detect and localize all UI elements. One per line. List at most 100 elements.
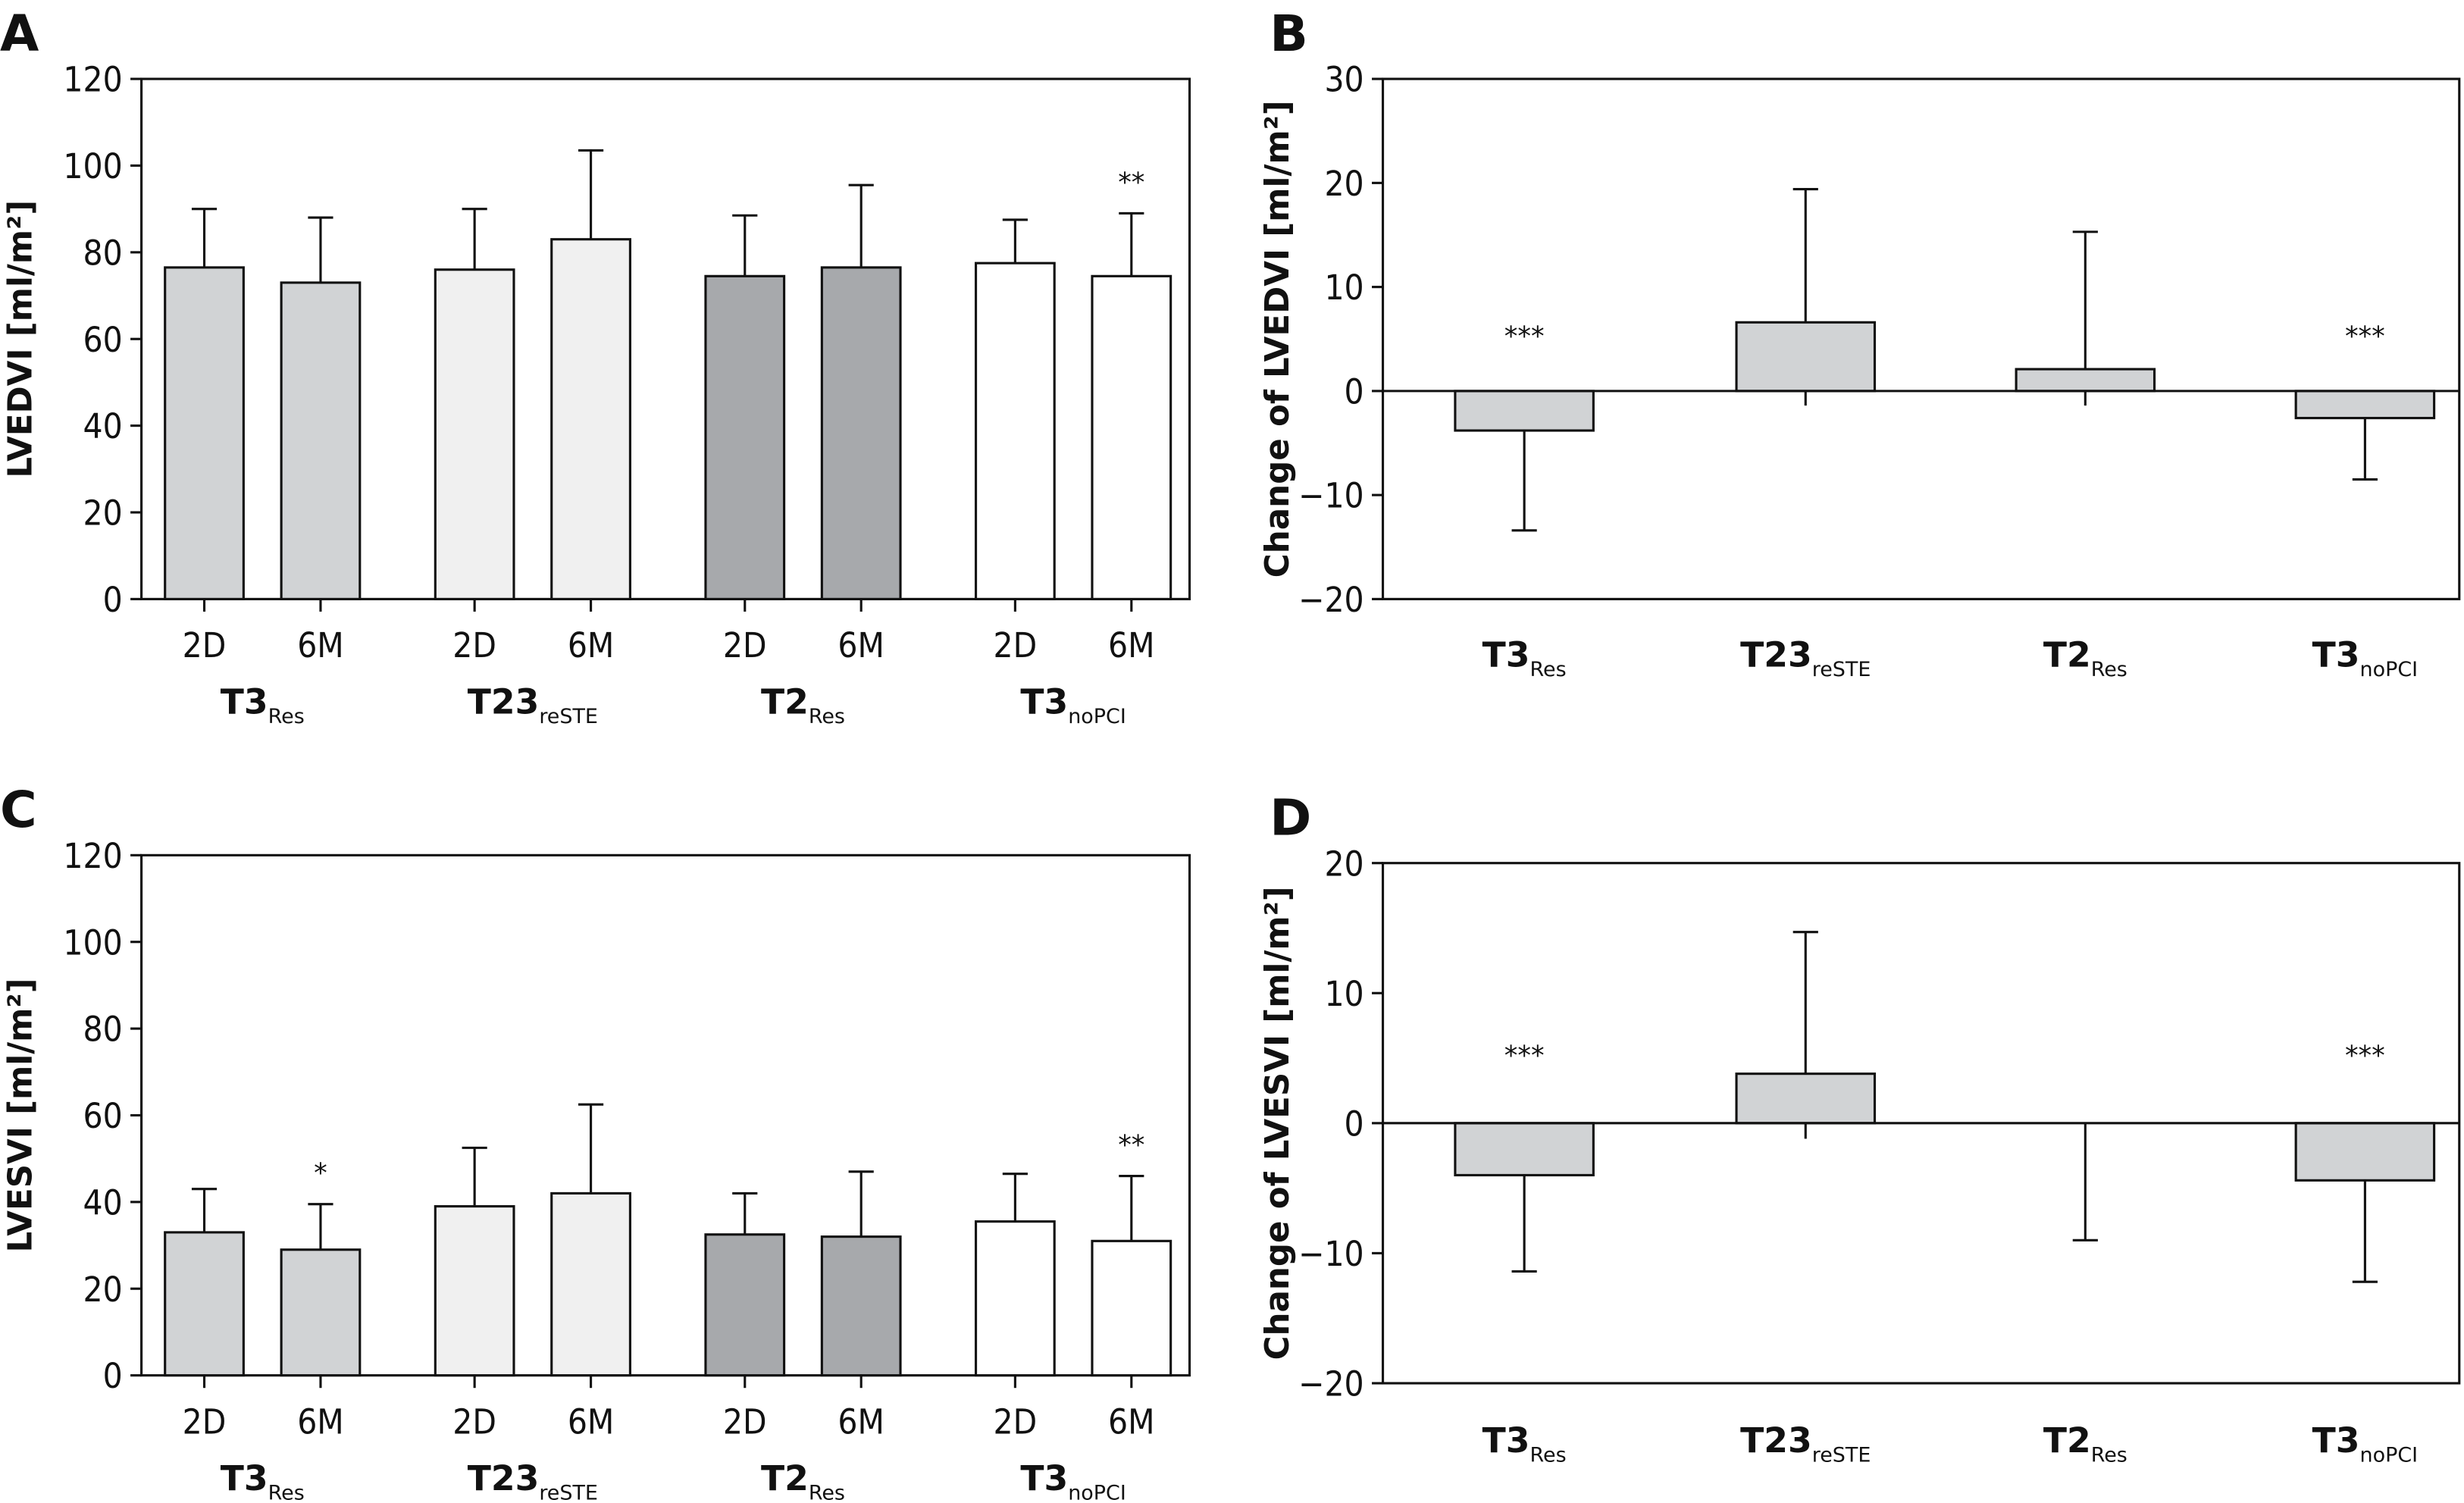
significance-marker: *** <box>2345 1040 2385 1071</box>
bar <box>1091 274 1173 600</box>
bar <box>434 1205 515 1377</box>
group-label-main: T23 <box>1740 635 1812 675</box>
group-label: T3Res <box>1482 1420 1567 1467</box>
y-tick-label: 40 <box>83 1182 123 1223</box>
group-label-main: T23 <box>468 1458 540 1498</box>
group-label-sub: reSTE <box>539 1481 598 1503</box>
group-label: T23reSTE <box>468 682 598 728</box>
panel-letter: C <box>0 780 37 839</box>
group-label: T3noPCI <box>2312 1420 2418 1467</box>
x-tick-label: 2D <box>994 625 1038 665</box>
group-label-sub: reSTE <box>1812 658 1871 681</box>
bar <box>2015 368 2156 393</box>
bar <box>1091 1239 1173 1377</box>
group-label: T23reSTE <box>468 1458 598 1503</box>
group-label-main: T3 <box>1020 682 1068 722</box>
x-tick-label: 6M <box>838 625 884 665</box>
group-label-sub: Res <box>268 1481 305 1503</box>
bar <box>820 266 902 600</box>
y-tick-label: 20 <box>83 1270 123 1310</box>
y-axis-label: Change of LVESVI [ml/m²] <box>1259 886 1297 1360</box>
group-label-sub: Res <box>1530 658 1567 681</box>
significance-marker: ** <box>1118 167 1144 198</box>
x-tick-label: 6M <box>1108 625 1155 665</box>
y-tick-label: 40 <box>83 406 123 446</box>
y-tick-label: −10 <box>1298 476 1364 516</box>
group-label-sub: reSTE <box>1812 1444 1871 1467</box>
y-tick-label: 10 <box>1324 974 1363 1014</box>
x-tick-label: 2D <box>994 1401 1038 1442</box>
group-label-main: T23 <box>468 682 540 722</box>
panel-D: D −20 −10 0 10 20 Change of LVESVI [ml/m²] *** T… <box>1259 788 2461 1467</box>
group-label-sub: Res <box>2091 658 2127 681</box>
group-label-main: T2 <box>761 1458 809 1498</box>
y-tick-label: 0 <box>1345 371 1364 412</box>
y-tick-label: −10 <box>1298 1234 1364 1274</box>
bar <box>2294 1122 2436 1182</box>
y-axis-label: LVESVI [ml/m²] <box>2 978 39 1252</box>
group-label-main: T3 <box>221 1458 268 1498</box>
panel-letter: A <box>0 4 39 63</box>
group-label: T3Res <box>1482 635 1567 681</box>
group-label: T2Res <box>2043 1420 2127 1467</box>
group-label: T2Res <box>761 1458 845 1503</box>
panel-letter: D <box>1270 788 1311 847</box>
group-label-main: T2 <box>2043 1420 2091 1461</box>
bar <box>1735 1072 1877 1125</box>
y-tick-label: −20 <box>1298 580 1364 620</box>
y-tick-label: 0 <box>103 1356 123 1396</box>
bar <box>704 274 786 600</box>
group-label: T3noPCI <box>2312 635 2418 681</box>
group-label-main: T3 <box>1020 1458 1068 1498</box>
bar <box>974 1220 1056 1377</box>
group-label-main: T3 <box>1482 635 1530 675</box>
x-tick-label: 6M <box>297 625 344 665</box>
y-tick-label: 20 <box>1324 164 1363 204</box>
group-label-sub: noPCI <box>2360 658 2419 681</box>
x-tick-label: 6M <box>838 1401 884 1442</box>
group-label: T23reSTE <box>1740 1420 1871 1467</box>
group-label: T3noPCI <box>1020 1458 1126 1503</box>
y-axis-label: Change of LVEDVI [ml/m²] <box>1259 100 1297 578</box>
bar <box>550 1191 631 1377</box>
significance-marker: *** <box>1504 321 1545 352</box>
bar <box>704 1233 786 1377</box>
bar <box>164 1231 245 1377</box>
y-tick-label: 0 <box>1345 1104 1364 1144</box>
y-tick-label: 80 <box>83 233 123 273</box>
y-tick-label: 80 <box>83 1010 123 1050</box>
bar <box>1454 390 1595 432</box>
group-label-sub: reSTE <box>539 705 598 728</box>
x-tick-label: 6M <box>1108 1401 1155 1442</box>
group-label: T23reSTE <box>1740 635 1871 681</box>
x-tick-label: 6M <box>568 1401 615 1442</box>
group-label-sub: noPCI <box>1068 705 1126 728</box>
x-tick-label: 2D <box>452 1401 496 1442</box>
x-tick-label: 2D <box>183 625 227 665</box>
group-label: T3Res <box>221 682 305 728</box>
y-tick-label: −20 <box>1298 1364 1364 1404</box>
bar <box>1454 1122 1595 1177</box>
group-label-sub: noPCI <box>2360 1444 2419 1467</box>
x-tick-label: 2D <box>723 1401 767 1442</box>
group-label-sub: Res <box>268 705 305 728</box>
x-tick-label: 2D <box>452 625 496 665</box>
x-tick-label: 6M <box>297 1401 344 1442</box>
group-label-sub: Res <box>809 1481 845 1503</box>
panel-letter: B <box>1270 4 1308 63</box>
y-tick-label: 100 <box>63 922 122 963</box>
bar <box>2294 390 2436 420</box>
significance-marker: *** <box>1504 1040 1545 1071</box>
group-label: T3Res <box>221 1458 305 1503</box>
bar <box>820 1235 902 1377</box>
y-tick-label: 120 <box>63 836 122 876</box>
x-tick-label: 6M <box>568 625 615 665</box>
plot-frame <box>1381 77 2461 600</box>
panel-B: B −20 −10 0 10 20 30 Change of LVEDVI [ml/m²] **… <box>1259 4 2461 681</box>
bar <box>550 238 631 600</box>
group-label-main: T3 <box>2312 1420 2360 1461</box>
y-axis-label: LVEDVI [ml/m²] <box>2 200 39 478</box>
